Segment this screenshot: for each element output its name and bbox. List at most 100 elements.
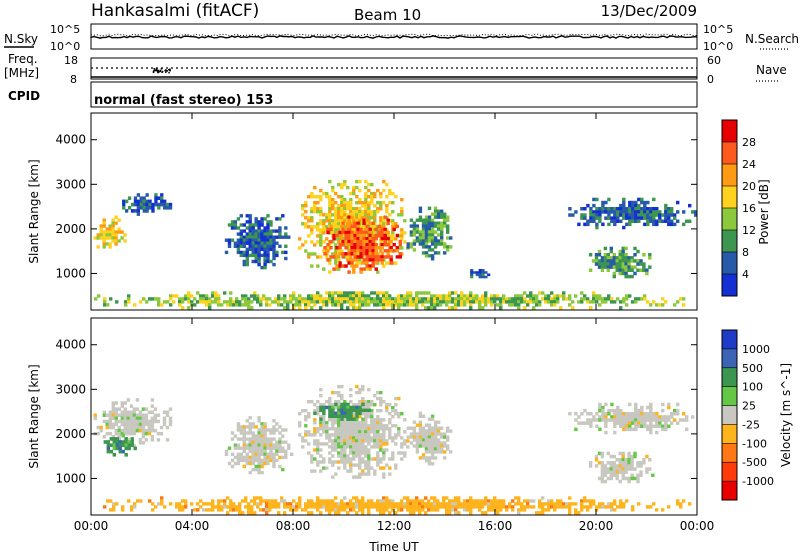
echo-cell [248, 217, 252, 221]
echo-cell [358, 216, 362, 220]
echo-cell [365, 224, 369, 229]
echo-cell [117, 425, 121, 430]
echo-cell [346, 511, 350, 515]
echo-cell [280, 297, 284, 301]
echo-cell [618, 265, 622, 269]
echo-cell [319, 454, 323, 458]
echo-cell [160, 193, 164, 197]
echo-cell [352, 303, 356, 307]
echo-cell [440, 444, 444, 448]
echo-cell [622, 225, 626, 230]
echo-cell [594, 253, 599, 257]
echo-cell [430, 248, 435, 252]
echo-cell [619, 408, 623, 413]
echo-cell [616, 210, 620, 214]
echo-cell [424, 432, 429, 436]
echo-cell [138, 419, 143, 424]
echo-cell [642, 253, 646, 257]
echo-cell [248, 229, 252, 233]
echo-cell [376, 270, 380, 274]
echo-cell [211, 508, 215, 512]
echo-cell [448, 505, 452, 509]
echo-cell [367, 436, 371, 440]
echo-cell [254, 256, 258, 261]
echo-cell [108, 431, 112, 436]
echo-cell [443, 224, 447, 228]
echo-cell [352, 408, 356, 412]
echo-cell [466, 294, 470, 298]
echo-cell [658, 415, 662, 419]
echo-cell [343, 427, 347, 431]
echo-cell [331, 439, 335, 443]
echo-cell [433, 251, 438, 255]
echo-cell [269, 458, 273, 463]
echo-cell [236, 425, 241, 429]
echo-cell [275, 443, 279, 447]
echo-cell [337, 219, 341, 223]
echo-cell [340, 445, 344, 449]
echo-cell [269, 223, 273, 227]
echo-cell [108, 224, 112, 228]
echo-cell [379, 457, 383, 461]
echo-cell [421, 242, 426, 246]
echo-cell [427, 441, 432, 445]
echo-cell [370, 210, 374, 214]
echo-cell [415, 227, 420, 231]
echo-cell [649, 402, 653, 407]
echo-cell [603, 470, 608, 474]
echo-cell [114, 428, 118, 433]
echo-cell [220, 508, 224, 512]
echo-cell [114, 416, 118, 421]
echo-cell [601, 415, 605, 419]
echo-cell [304, 216, 308, 220]
echo-cell [364, 213, 368, 217]
echo-cell [301, 204, 305, 208]
echo-cell [263, 247, 267, 251]
echo-cell [364, 210, 368, 214]
echo-cell [443, 212, 447, 216]
echo-cell [601, 210, 605, 214]
echo-cell [600, 451, 605, 456]
echo-cell [613, 207, 617, 211]
echo-cell [247, 300, 251, 304]
echo-cell [337, 411, 341, 415]
echo-cell [358, 466, 362, 470]
echo-cell [298, 303, 302, 307]
echo-cell [304, 418, 308, 422]
echo-cell [370, 415, 374, 419]
echo-cell [449, 236, 453, 240]
echo-cell [331, 240, 335, 244]
echo-cell [269, 232, 273, 236]
echo-cell [331, 448, 335, 452]
echo-cell [331, 405, 335, 410]
echo-cell [415, 450, 420, 454]
echo-cell [625, 216, 629, 220]
echo-cell [344, 227, 348, 232]
echo-cell [229, 291, 233, 295]
echo-cell [613, 210, 617, 214]
echo-cell [163, 206, 167, 210]
echo-cell [463, 300, 467, 304]
echo-cell [352, 270, 356, 274]
echo-cell [126, 413, 130, 417]
echo-cell [433, 209, 438, 213]
echo-cell [382, 306, 386, 310]
echo-cell [643, 421, 647, 425]
echo-cell [340, 442, 344, 446]
echo-cell [359, 246, 363, 250]
echo-cell [379, 505, 383, 509]
echo-cell [433, 499, 437, 503]
echo-cell [427, 429, 432, 433]
echo-cell [341, 255, 345, 259]
echo-cell [409, 233, 414, 237]
echo-cell [440, 224, 444, 228]
echo-cell [257, 419, 261, 423]
echo-cell [601, 203, 605, 208]
echo-cell [254, 464, 258, 469]
echo-cell [358, 460, 362, 464]
echo-cell [326, 243, 330, 247]
echo-cell [160, 303, 164, 307]
echo-cell [319, 198, 323, 202]
echo-cell [323, 252, 327, 256]
echo-cell [229, 499, 233, 503]
